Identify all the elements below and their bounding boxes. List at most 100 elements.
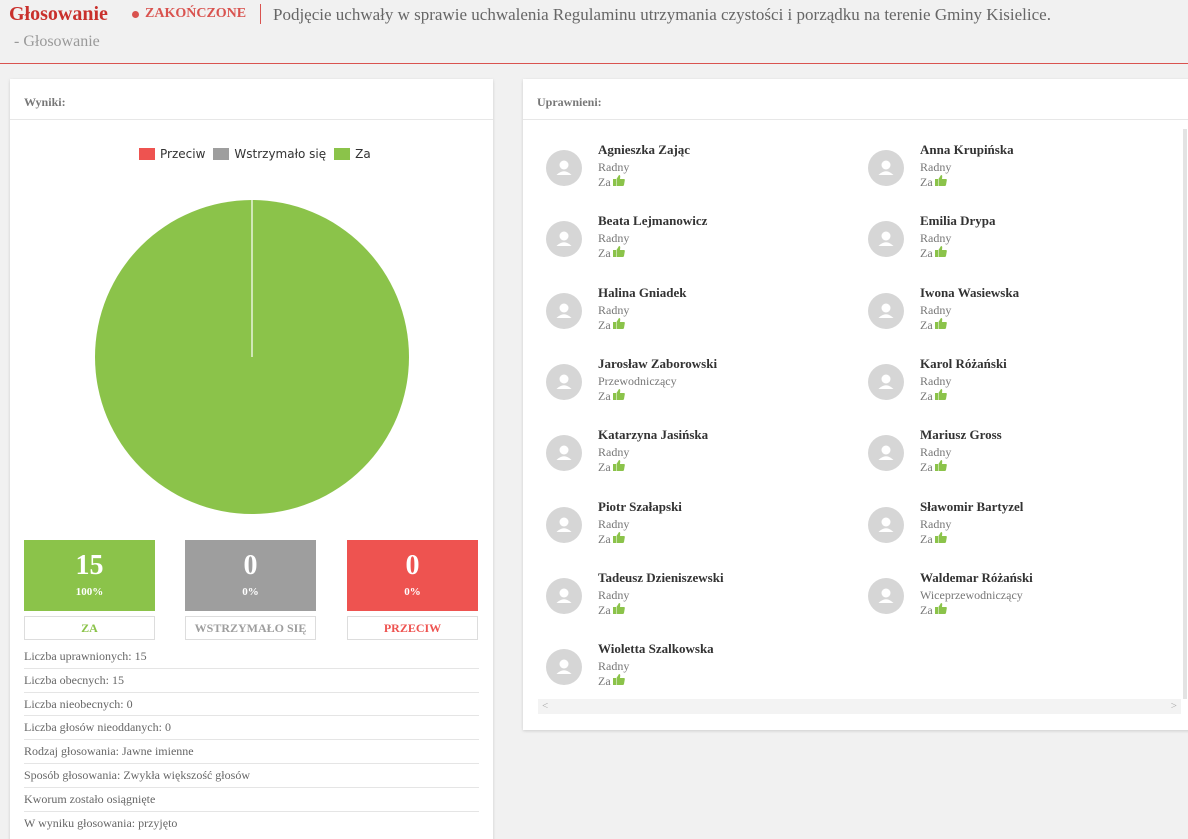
voter-card: Sławomir Bartyzel Radny Za — [868, 499, 1168, 559]
za-percent: 100% — [75, 586, 104, 598]
voters-panel: Uprawnieni: Agnieszka Zając Radny Za Beata … — [523, 79, 1188, 730]
status-label: ZAKOŃCZONE — [145, 6, 247, 21]
thumbs-up-icon — [611, 388, 625, 404]
voter-vote: Za — [920, 388, 947, 404]
legend-label-za: Za — [355, 147, 371, 161]
avatar-icon — [546, 363, 582, 400]
results-panel-title: Wyniki: — [10, 79, 493, 120]
voter-vote: Za — [598, 317, 625, 333]
horizontal-scrollbar[interactable]: < > — [538, 699, 1181, 714]
voter-vote: Za — [598, 388, 625, 404]
voter-vote-label: Za — [598, 317, 611, 332]
voter-card: Jarosław Zaborowski Przewodniczący Za — [546, 356, 846, 416]
avatar-icon — [868, 150, 904, 186]
voter-name: Emilia Drypa — [920, 213, 996, 229]
voter-role: Przewodniczący — [598, 373, 677, 388]
voter-card: Piotr Szałapski Radny Za — [546, 499, 846, 559]
thumbs-up-icon — [933, 175, 947, 190]
scroll-right-icon[interactable]: > — [1170, 700, 1177, 712]
voter-card: Katarzyna Jasińska Radny Za — [546, 427, 846, 487]
voter-vote: Za — [920, 602, 947, 618]
voter-name: Beata Lejmanowicz — [598, 213, 708, 229]
vertical-scrollbar[interactable] — [1183, 129, 1187, 699]
voter-vote-label: Za — [920, 246, 933, 261]
voter-name: Waldemar Różański — [920, 569, 1033, 585]
voter-vote-label: Za — [598, 531, 611, 546]
voter-card: Iwona Wasiewska Radny Za — [868, 285, 1168, 345]
voter-name: Anna Krupińska — [920, 142, 1014, 157]
status-badge: ZAKOŃCZONE — [132, 6, 246, 22]
voter-role: Radny — [920, 302, 952, 317]
avatar-icon — [868, 221, 904, 258]
voter-role: Radny — [920, 373, 952, 388]
breadcrumb[interactable]: - Głosowanie — [14, 33, 100, 50]
thumbs-up-icon — [933, 388, 947, 404]
voter-role: Radny — [598, 659, 630, 674]
voter-vote: Za — [598, 602, 625, 618]
voter-name: Agnieszka Zając — [598, 142, 691, 157]
legend-swatch-against — [139, 148, 155, 160]
za-count-box: 15 100% — [24, 540, 155, 611]
voter-vote-label: Za — [920, 175, 933, 189]
avatar-icon — [868, 506, 904, 543]
voter-role: Radny — [598, 302, 630, 317]
voter-card: Beata Lejmanowicz Radny Za — [546, 213, 846, 273]
against-label: PRZECIW — [347, 616, 478, 640]
info-absent: Liczba nieobecnych: 0 — [24, 693, 479, 717]
thumbs-up-icon — [933, 531, 947, 547]
legend-label-against: Przeciw — [160, 147, 206, 161]
voter-role: Radny — [598, 160, 630, 174]
voter-card: Emilia Drypa Radny Za — [868, 213, 1168, 273]
legend-swatch-abstain — [213, 148, 230, 160]
thumbs-up-icon — [933, 460, 947, 475]
info-not-cast: Liczba głosów nieoddanych: 0 — [24, 716, 479, 741]
voter-name: Jarosław Zaborowski — [598, 355, 718, 371]
legend-item-against[interactable]: Przeciw — [139, 147, 205, 161]
voter-card: Waldemar Różański Wiceprzewodniczący Za — [868, 570, 1168, 630]
avatar-icon — [546, 292, 582, 329]
voter-role: Radny — [598, 587, 630, 602]
voter-card: Mariusz Gross Radny Za — [868, 427, 1168, 487]
voter-vote-label: Za — [920, 317, 933, 332]
thumbs-up-icon — [611, 531, 625, 547]
voter-role: Wiceprzewodniczący — [920, 587, 1023, 602]
legend-item-abstain[interactable]: Wstrzymało się — [213, 147, 326, 161]
voter-name: Sławomir Bartyzel — [920, 498, 1024, 514]
voter-name: Katarzyna Jasińska — [598, 427, 709, 443]
against-percent: 0% — [404, 586, 421, 598]
avatar-icon — [546, 649, 582, 686]
voter-name: Iwona Wasiewska — [920, 284, 1020, 300]
avatar-icon — [868, 435, 904, 472]
voter-vote: Za — [920, 317, 947, 333]
za-label: ZA — [24, 616, 155, 640]
voter-vote-label: Za — [920, 602, 933, 617]
scroll-left-icon[interactable]: < — [542, 700, 549, 712]
voter-role: Radny — [920, 445, 952, 460]
legend-swatch-za — [334, 148, 351, 160]
voter-role: Radny — [598, 445, 630, 460]
voter-vote: Za — [920, 246, 947, 261]
info-vote-type: Rodzaj głosowania: Jawne imienne — [24, 740, 479, 764]
voter-role: Radny — [920, 231, 952, 246]
against-count-box: 0 0% — [347, 540, 478, 611]
legend-item-za[interactable]: Za — [334, 147, 371, 161]
avatar-icon — [868, 292, 904, 329]
avatar-icon — [546, 435, 582, 472]
info-eligible: Liczba uprawnionych: 15 — [24, 645, 479, 669]
voter-role: Radny — [598, 516, 630, 531]
vote-description: Podjęcie uchwały w sprawie uchwalenia Re… — [273, 5, 1051, 24]
thumbs-up-icon — [611, 317, 625, 333]
page-title: Głosowanie — [9, 3, 108, 25]
thumbs-up-icon — [933, 317, 947, 333]
voter-vote: Za — [598, 175, 625, 190]
thumbs-up-icon — [611, 175, 625, 190]
results-pie-chart — [95, 200, 409, 514]
voter-vote: Za — [598, 460, 625, 475]
status-dot-icon — [132, 10, 139, 18]
voter-vote-label: Za — [598, 674, 611, 689]
legend-label-abstain: Wstrzymało się — [234, 147, 327, 161]
voter-name: Tadeusz Dzieniszewski — [598, 569, 724, 585]
voter-card: Anna Krupińska Radny Za — [868, 142, 1168, 202]
voter-vote: Za — [598, 246, 625, 261]
results-info-list: Liczba uprawnionych: 15 Liczba obecnych:… — [24, 645, 479, 835]
